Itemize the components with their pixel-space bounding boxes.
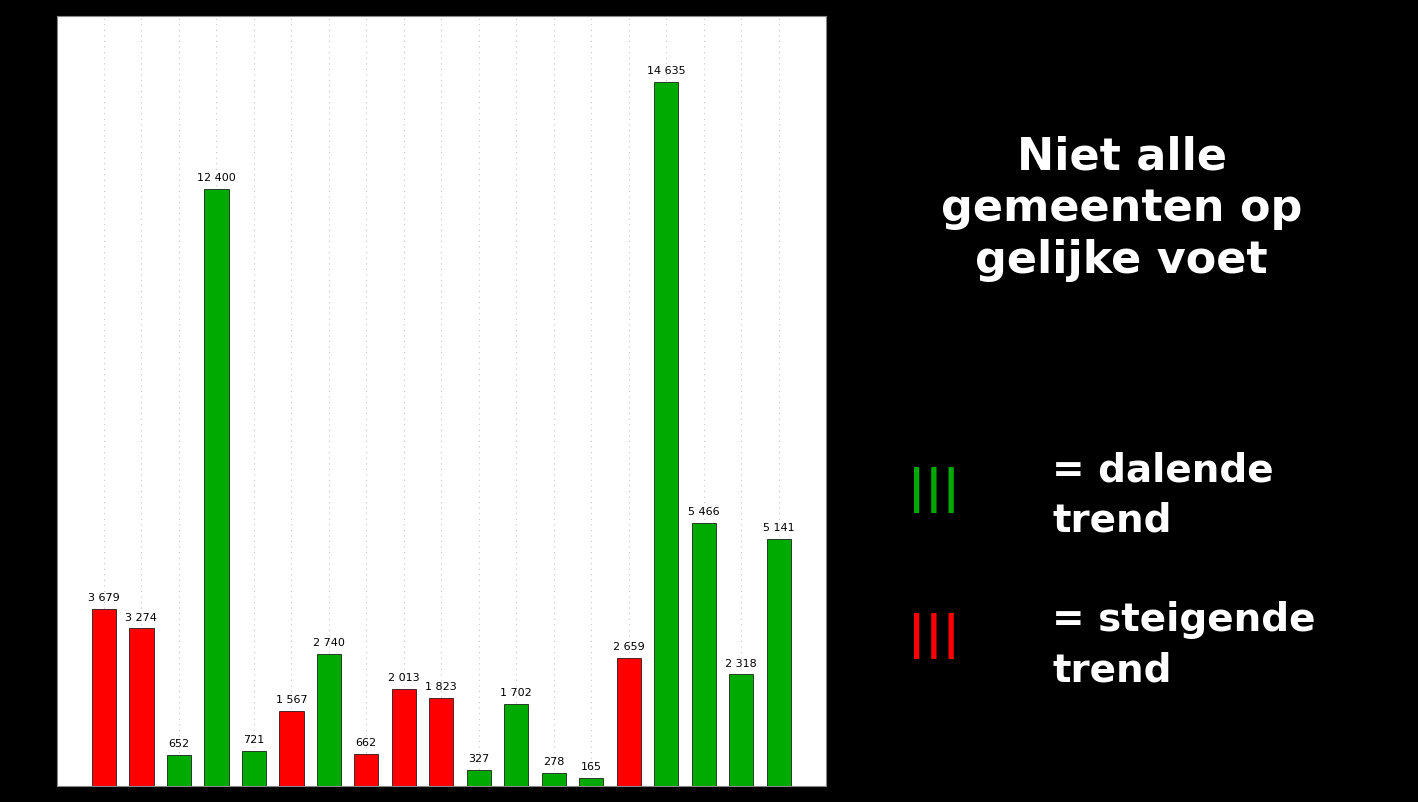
Bar [729,674,753,786]
Text: |||: ||| [908,613,960,658]
Bar [617,658,641,786]
Bar [354,754,379,786]
Bar [579,778,604,786]
Bar [167,755,191,786]
Text: 2 659: 2 659 [613,642,645,652]
Title: Aantal bomen verdwenen per gemeente
2010-2022: Aantal bomen verdwenen per gemeente 2010… [238,0,645,12]
Text: 5 141: 5 141 [763,523,794,533]
Text: 327: 327 [468,755,489,764]
Text: 652: 652 [169,739,190,749]
Bar [503,704,529,786]
Text: Niet alle
gemeenten op
gelijke voet: Niet alle gemeenten op gelijke voet [942,136,1303,282]
Text: 2 013: 2 013 [389,674,420,683]
Text: 14 635: 14 635 [647,66,685,76]
Text: = dalende: = dalende [1052,452,1273,489]
Text: 165: 165 [581,762,601,772]
Bar [279,711,303,786]
Text: 3 679: 3 679 [88,593,119,603]
Bar [654,82,678,786]
Text: 2 318: 2 318 [726,658,757,669]
Text: 1 823: 1 823 [425,683,457,692]
Text: 662: 662 [356,739,377,748]
Text: 1 567: 1 567 [275,695,308,705]
Bar [316,654,340,786]
Bar [129,629,153,786]
Bar [542,772,566,786]
Text: 721: 721 [244,735,265,746]
Text: 12 400: 12 400 [197,173,235,184]
Bar [391,689,415,786]
Text: 1 702: 1 702 [501,688,532,699]
Bar [692,523,716,786]
Bar [204,189,228,786]
Text: 5 466: 5 466 [688,507,719,517]
Text: = steigende: = steigende [1052,602,1316,639]
Text: |||: ||| [908,467,960,512]
Bar [467,770,491,786]
Bar [241,751,267,786]
Text: 2 740: 2 740 [313,638,345,648]
Bar [92,609,116,786]
Text: 3 274: 3 274 [125,613,157,622]
Bar [430,699,454,786]
Text: trend: trend [1052,651,1171,690]
Bar [767,539,791,786]
Text: 278: 278 [543,757,564,767]
Text: trend: trend [1052,501,1171,539]
